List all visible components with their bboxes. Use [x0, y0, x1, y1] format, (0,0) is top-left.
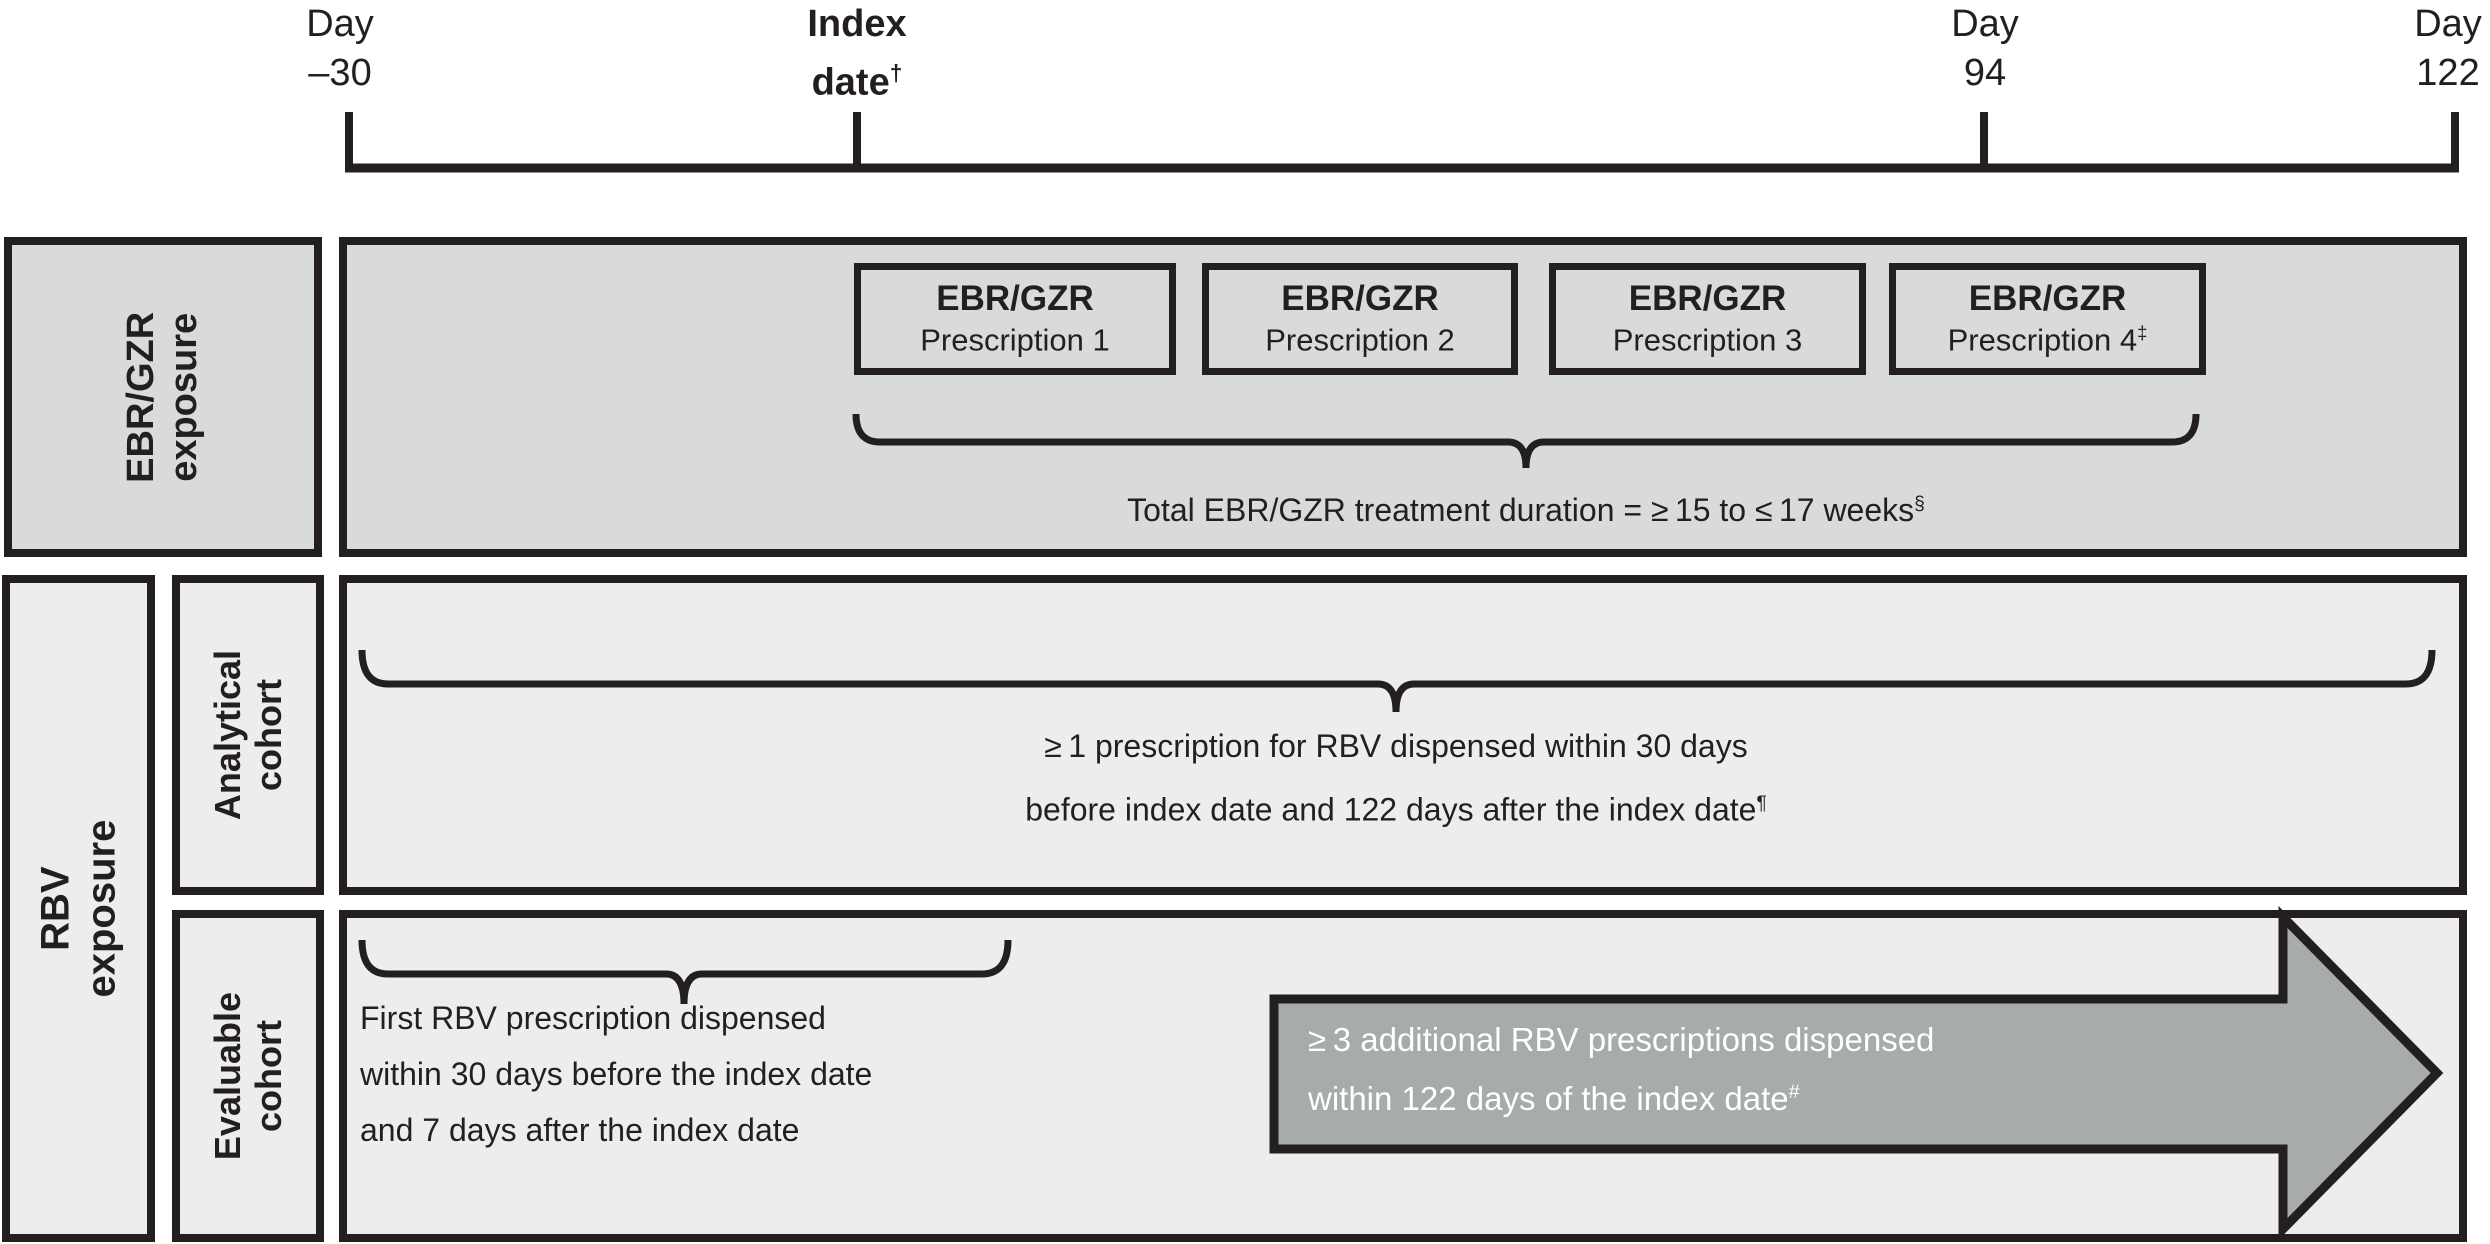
prescription-box-subtitle: Prescription 1	[920, 322, 1110, 358]
ebr-prescription-box-1: EBR/GZR Prescription 1	[854, 263, 1176, 375]
analytical-text-line2: before index date and 122 days after the…	[1025, 791, 1767, 828]
analytical-footnote-pilcrow: ¶	[1756, 793, 1767, 814]
analytical-cohort-panel	[339, 575, 2467, 895]
evaluable-cohort-label-box: Evaluable cohort	[172, 910, 324, 1242]
rbv-exposure-row-label: RBV exposure	[32, 819, 123, 998]
prescription-box-title: EBR/GZR	[936, 279, 1094, 319]
ebr-exposure-row-label-box: EBR/GZR exposure	[4, 237, 322, 557]
prescription-box-title: EBR/GZR	[1968, 279, 2127, 319]
evaluable-text-line1: First RBV prescription dispensed	[360, 1000, 826, 1036]
timeline-marker-line1: Day	[1951, 3, 2019, 45]
ebr-prescription-box-4: EBR/GZR Prescription 4‡	[1889, 263, 2206, 375]
ebr-exposure-row-label: EBR/GZR exposure	[119, 311, 205, 483]
prescription-box-title: EBR/GZR	[1281, 279, 1439, 319]
timeline-marker-index-date: Index date†	[737, 0, 977, 108]
timeline-marker-line1: Day	[2414, 3, 2482, 45]
rbv-arrow-text: ≥ 3 additional RBV prescriptions dispens…	[1308, 1014, 1934, 1125]
rbv-arrow-text-line2: within 122 days of the index date#	[1308, 1080, 1800, 1117]
timeline-marker-line2: 94	[1963, 52, 2007, 94]
prescription-box-subtitle: Prescription 4‡	[1947, 321, 2148, 358]
prescription-4-footnote-double-dagger: ‡	[2137, 321, 2148, 343]
analytical-cohort-text: ≥ 1 prescription for RBV dispensed withi…	[396, 718, 2396, 839]
timeline-marker-day-122: Day 122	[2328, 0, 2490, 98]
ebr-prescription-box-2: EBR/GZR Prescription 2	[1202, 263, 1518, 375]
prescription-box-title: EBR/GZR	[1628, 279, 1787, 319]
timeline-marker-line2: date†	[811, 60, 903, 104]
analytical-cohort-label-box: Analytical cohort	[172, 575, 324, 895]
evaluable-text-line2: within 30 days before the index date	[360, 1056, 873, 1092]
timeline-marker-line2: –30	[308, 52, 372, 94]
ebr-prescription-box-3: EBR/GZR Prescription 3	[1549, 263, 1866, 375]
timeline-marker-day-minus-30: Day –30	[220, 0, 460, 98]
duration-footnote-section-sign: §	[1914, 493, 1925, 515]
evaluable-cohort-label: Evaluable cohort	[206, 991, 289, 1161]
timeline-marker-line1: Day	[306, 3, 374, 45]
rbv-exposure-row-label-box: RBV exposure	[2, 575, 155, 1242]
timeline-marker-line1: Index	[807, 3, 907, 45]
rbv-arrow-text-line1: ≥ 3 additional RBV prescriptions dispens…	[1308, 1021, 1935, 1058]
evaluable-cohort-text: First RBV prescription dispensed within …	[360, 990, 872, 1158]
index-date-footnote-dagger: †	[889, 60, 903, 86]
analytical-text-line1: ≥ 1 prescription for RBV dispensed withi…	[1044, 728, 1748, 764]
timeline-marker-day-94: Day 94	[1865, 0, 2105, 98]
timeline-marker-line2: 122	[2416, 52, 2480, 94]
prescription-box-subtitle: Prescription 3	[1612, 322, 1803, 358]
evaluable-text-line3: and 7 days after the index date	[360, 1112, 800, 1148]
ebr-duration-text: Total EBR/GZR treatment duration = ≥ 15 …	[1127, 492, 1925, 528]
analytical-cohort-label: Analytical cohort	[206, 649, 290, 821]
arrow-footnote-hash: #	[1788, 1081, 1800, 1103]
prescription-box-subtitle: Prescription 2	[1265, 322, 1455, 358]
